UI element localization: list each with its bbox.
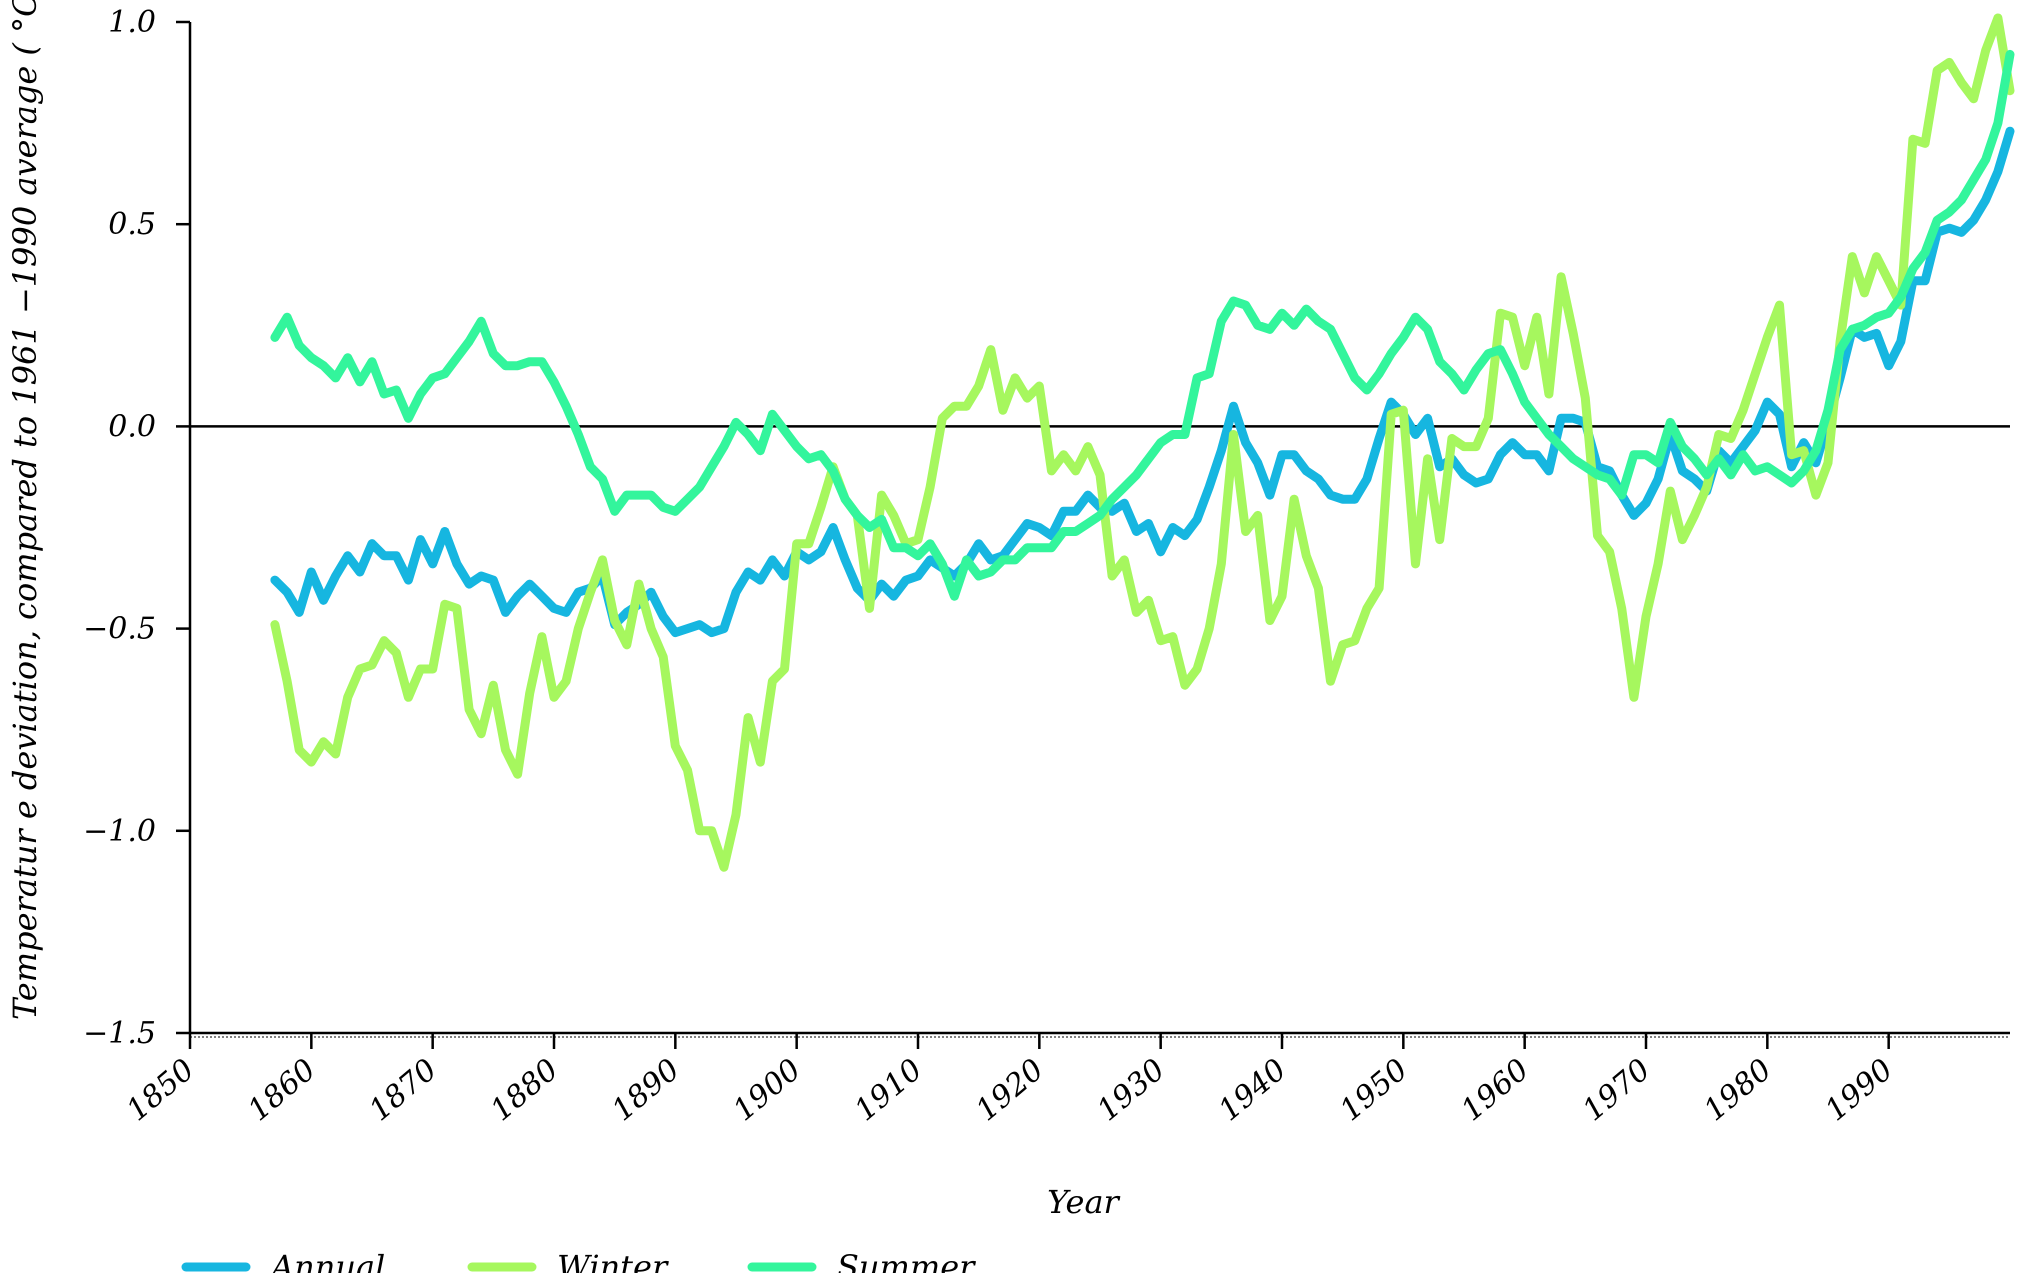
x-tick-label: 1960 (1455, 1052, 1536, 1128)
x-tick-label: 1990 (1819, 1052, 1900, 1128)
x-axis-title: Year (1047, 1183, 1120, 1221)
x-tick-label: 1920 (969, 1052, 1050, 1128)
y-tick-label: −0.5 (83, 612, 156, 647)
series-layer (270, 13, 2015, 872)
x-tick-label: 1910 (848, 1052, 929, 1128)
series-line-summer (270, 49, 2015, 601)
x-tick-label: 1940 (1212, 1052, 1293, 1128)
x-tick-label: 1980 (1697, 1052, 1778, 1128)
legend-label-winter: Winter (557, 1248, 669, 1273)
x-tick-label: 1880 (484, 1052, 565, 1128)
x-tick-label: 1860 (241, 1052, 322, 1128)
x-tick-label: 1900 (727, 1052, 808, 1128)
x-tick-label: 1930 (1091, 1052, 1172, 1128)
x-tick-label: 1950 (1333, 1052, 1414, 1128)
x-tick-label: 1970 (1576, 1052, 1657, 1128)
series-line-winter (270, 13, 2015, 872)
y-axis-title: Temperatur e deviation, compared to 1961… (6, 0, 44, 1020)
legend-label-summer: Summer (837, 1248, 976, 1273)
y-tick-label: 0.0 (108, 409, 156, 444)
legend: Annual Winter Summer (181, 1248, 976, 1273)
y-tick-label: −1.0 (83, 814, 156, 849)
x-tick-label: 1890 (605, 1052, 686, 1128)
x-tick-label: 1870 (363, 1052, 444, 1128)
x-tick-label: 1850 (120, 1052, 201, 1128)
legend-label-annual: Annual (268, 1248, 385, 1273)
series-line-annual (270, 126, 2015, 638)
y-tick-label: 0.5 (108, 207, 156, 242)
y-tick-label: 1.0 (108, 5, 156, 40)
y-tick-label: −1.5 (83, 1016, 156, 1051)
